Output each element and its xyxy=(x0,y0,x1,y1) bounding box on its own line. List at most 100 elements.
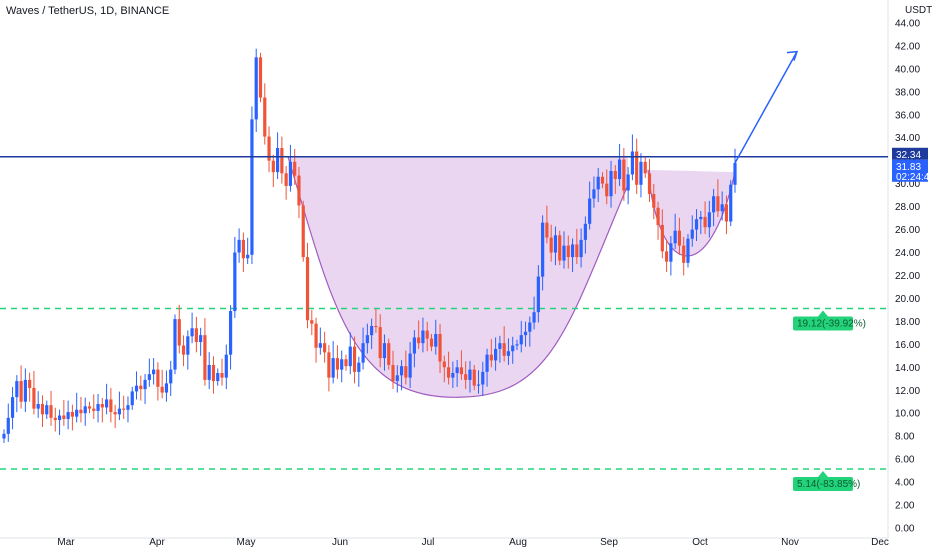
price-axis-bg xyxy=(888,0,932,550)
candle-body xyxy=(32,387,36,409)
resistance-price-text: 32.34 xyxy=(896,150,921,161)
candle-body xyxy=(596,176,600,190)
candle-body xyxy=(434,334,438,347)
candle-body xyxy=(613,171,617,180)
x-tick-label: Aug xyxy=(509,537,527,548)
candle-body xyxy=(451,373,455,378)
candle-body xyxy=(36,404,40,409)
x-tick-label: May xyxy=(237,537,256,548)
candle-body xyxy=(417,337,421,344)
y-tick-label: 14.00 xyxy=(895,363,920,374)
candle-body xyxy=(271,160,275,173)
candle-body xyxy=(152,369,156,375)
candle-body xyxy=(335,358,340,370)
candle-body xyxy=(656,207,660,225)
candle-body xyxy=(216,373,220,382)
candle-body xyxy=(357,362,361,372)
candle-body xyxy=(609,171,613,197)
candle-body xyxy=(134,385,139,392)
candle-body xyxy=(113,412,117,415)
y-tick-label: 12.00 xyxy=(895,386,920,397)
candle-body xyxy=(126,405,130,410)
candle-body xyxy=(207,364,211,380)
candle-body xyxy=(57,415,62,421)
candle-body xyxy=(267,136,271,161)
y-tick-label: 0.00 xyxy=(895,524,915,535)
x-tick-label: Mar xyxy=(57,537,75,548)
target-pointer xyxy=(818,470,828,477)
candle-body xyxy=(669,243,673,262)
currency-label: USDT xyxy=(905,5,932,16)
candle-body xyxy=(254,57,258,120)
candle-body xyxy=(617,159,622,180)
candle-body xyxy=(156,369,160,387)
resistance-price-tag xyxy=(892,147,928,160)
candle-body xyxy=(275,148,280,173)
candle-body xyxy=(382,343,387,359)
candle-body xyxy=(523,331,528,336)
y-tick-label: 26.00 xyxy=(895,225,920,236)
candle-body xyxy=(87,406,92,409)
candle-body xyxy=(605,183,609,197)
candle-body xyxy=(481,371,485,385)
candle-body xyxy=(412,337,416,354)
candle-body xyxy=(181,345,186,355)
candle-body xyxy=(109,399,113,413)
candle-body xyxy=(263,97,267,137)
y-tick-label: 16.00 xyxy=(895,340,920,351)
candle-body xyxy=(733,162,737,185)
candle-body xyxy=(665,251,669,262)
candle-body xyxy=(545,222,549,238)
y-tick-label: 18.00 xyxy=(895,317,920,328)
candle-body xyxy=(237,239,241,253)
candle-body xyxy=(365,335,369,344)
projection-arrow-line xyxy=(734,51,798,164)
candle-body xyxy=(536,276,540,313)
candle-body xyxy=(250,119,254,255)
candle-body xyxy=(485,354,489,372)
candle-body xyxy=(677,230,682,246)
candle-body xyxy=(6,417,10,434)
candle-body xyxy=(100,404,104,408)
candle-body xyxy=(340,359,344,370)
candle-body xyxy=(387,343,391,365)
candle-body xyxy=(600,176,605,184)
current-price-tag xyxy=(892,159,928,182)
candle-body xyxy=(241,239,245,259)
candle-body xyxy=(408,353,412,378)
candle-body xyxy=(528,322,532,332)
candle-body xyxy=(233,252,237,312)
x-tick-label: Oct xyxy=(692,537,708,548)
candle-body xyxy=(122,408,126,410)
candle-body xyxy=(293,161,297,176)
candle-body xyxy=(455,367,459,374)
candle-body xyxy=(130,391,134,406)
candle-body xyxy=(570,244,575,258)
candle-body xyxy=(673,230,677,244)
candle-body xyxy=(139,385,143,390)
candle-body xyxy=(2,433,6,439)
y-tick-label: 22.00 xyxy=(895,271,920,282)
x-tick-label: Jul xyxy=(422,537,435,548)
candle-body xyxy=(630,151,635,175)
candle-body xyxy=(66,412,70,419)
candle-body xyxy=(622,159,626,191)
candle-body xyxy=(19,381,23,402)
candle-body xyxy=(707,212,711,228)
candle-body xyxy=(228,311,233,355)
candle-body xyxy=(468,369,472,380)
candle-body xyxy=(489,354,493,361)
candle-body xyxy=(361,343,365,363)
candle-body xyxy=(532,312,536,323)
candle-body xyxy=(104,399,109,408)
y-tick-label: 4.00 xyxy=(895,478,915,489)
y-tick-label: 10.00 xyxy=(895,409,920,420)
candle-body xyxy=(49,405,53,418)
candle-body xyxy=(699,216,703,220)
candle-body xyxy=(720,204,724,212)
candle-body xyxy=(305,257,310,321)
candle-body xyxy=(421,330,425,344)
candle-body xyxy=(378,327,382,359)
target-label-text: 19.12(-39.92%) xyxy=(797,319,866,330)
